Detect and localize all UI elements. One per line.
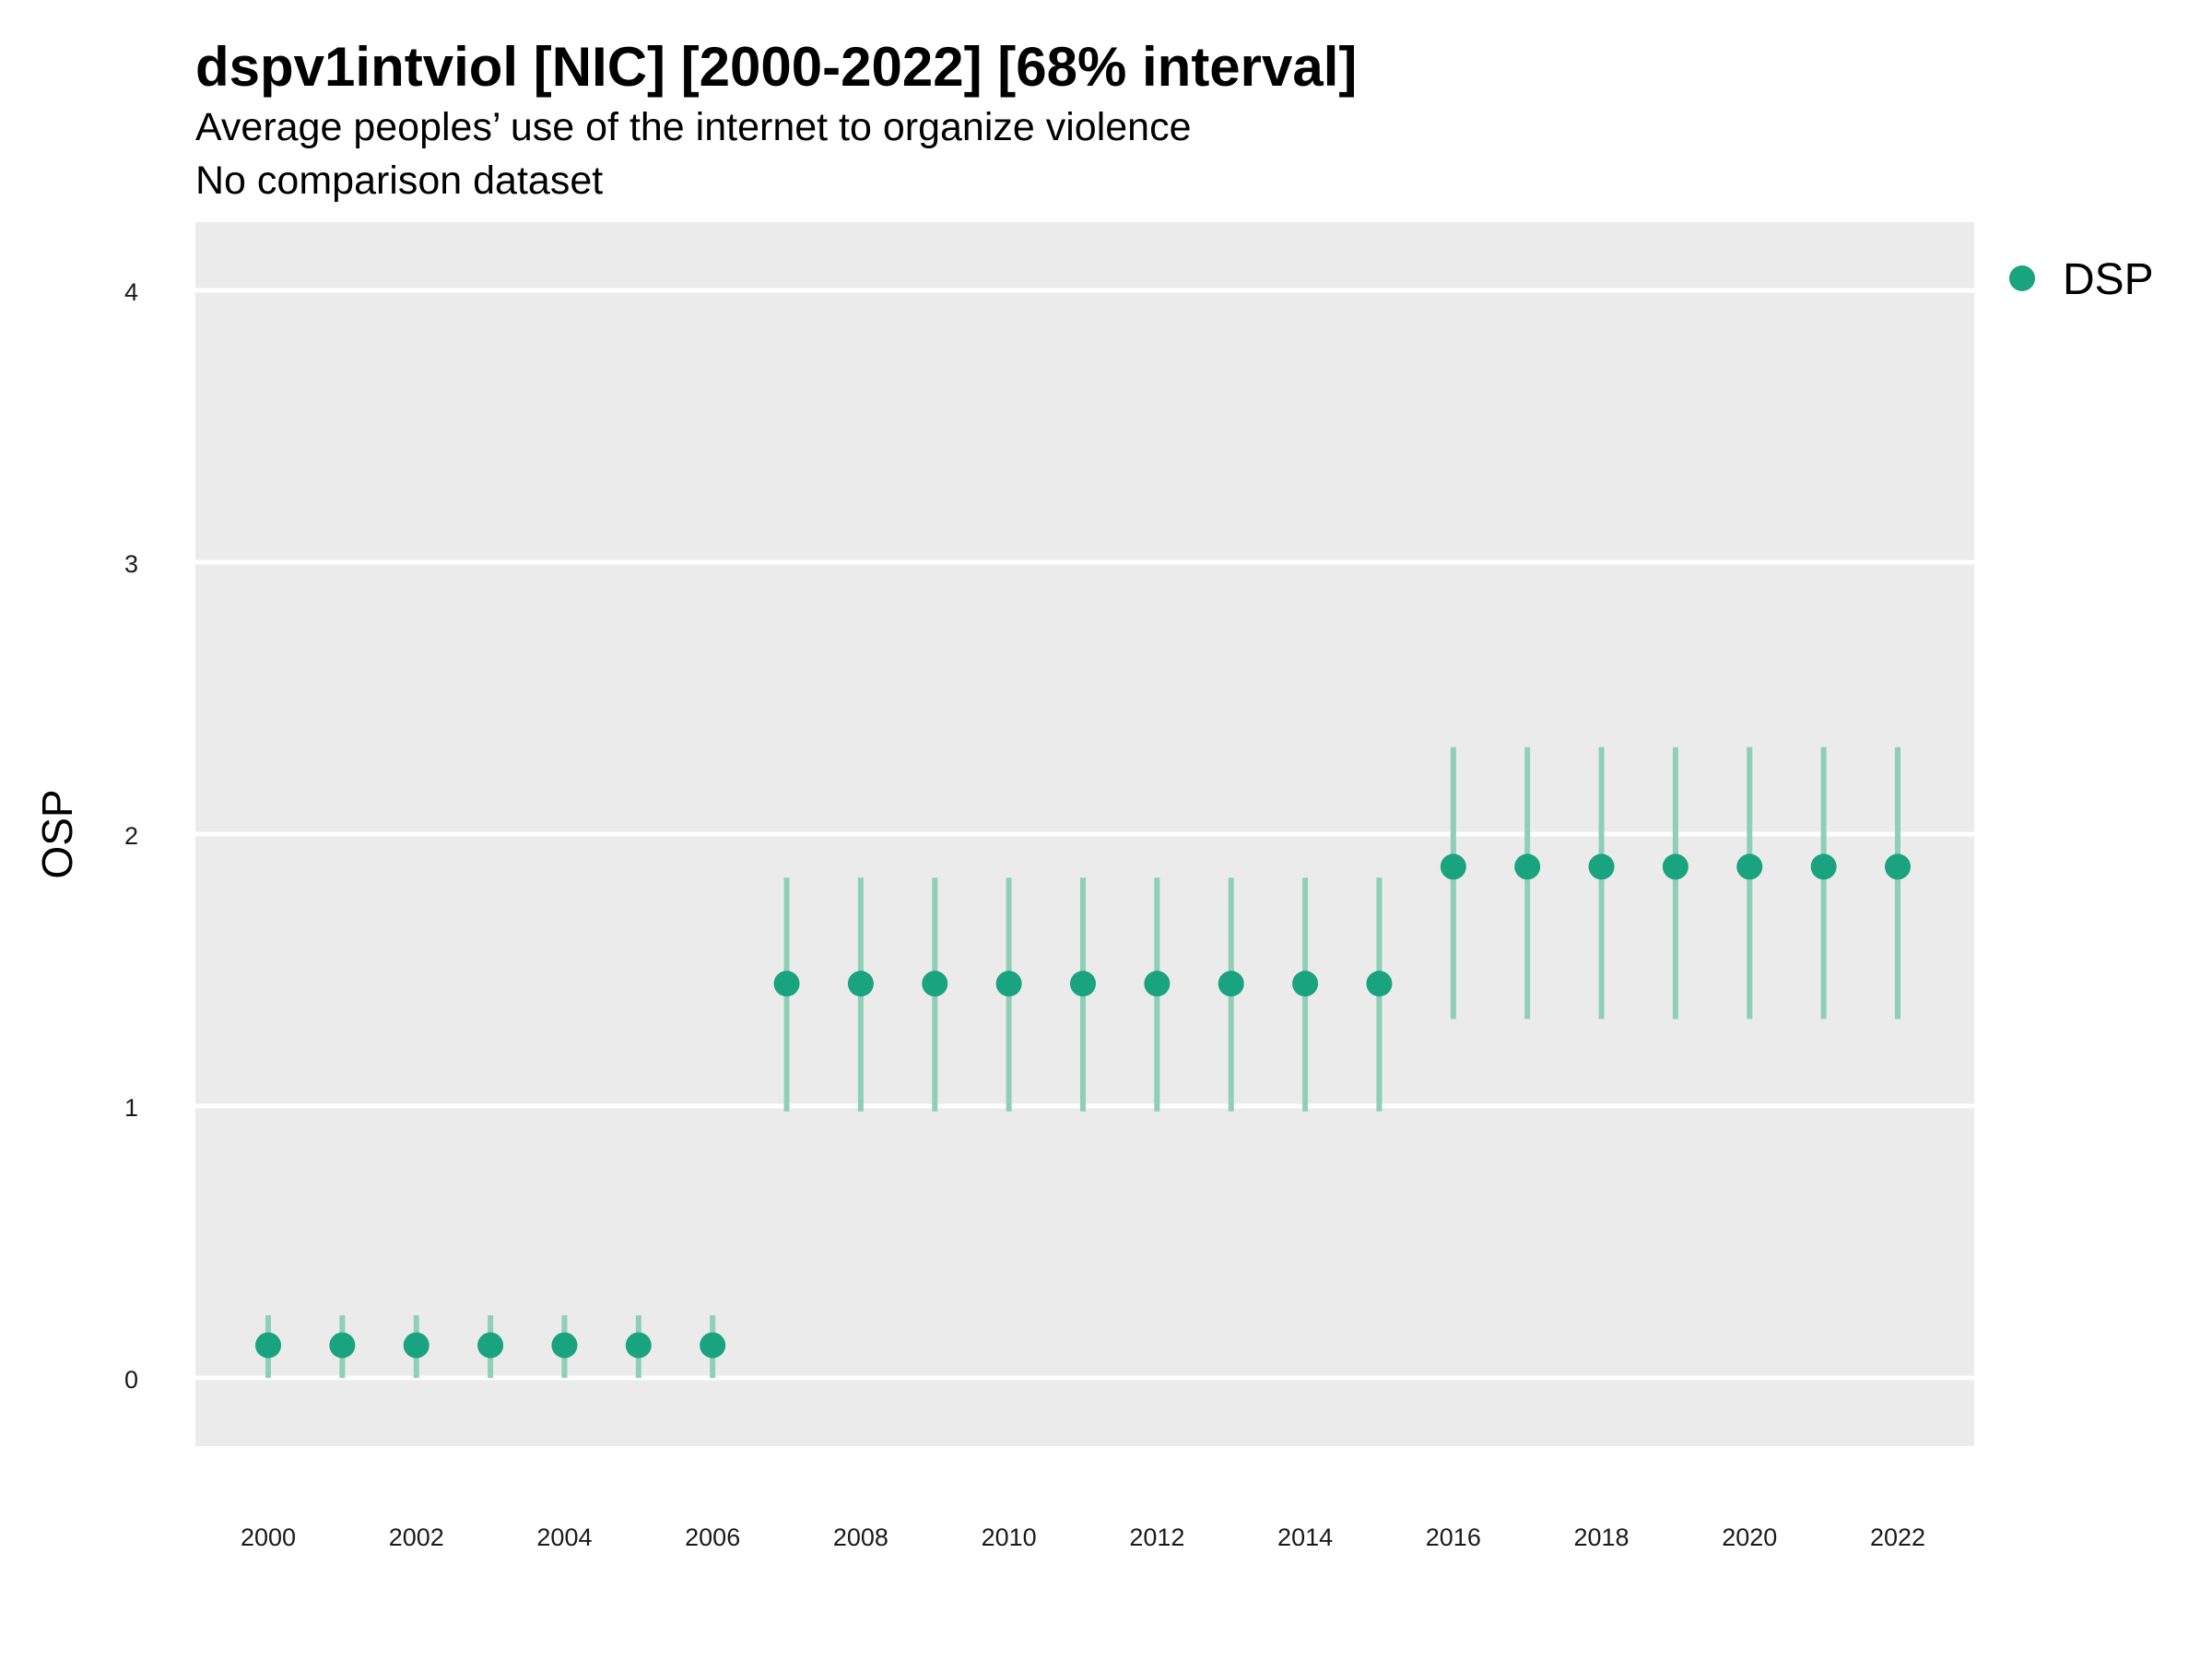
x-tick-label-2000: 2000 (241, 1524, 296, 1551)
data-point-2007 (773, 971, 800, 997)
legend-marker-dsp (2009, 265, 2035, 291)
x-tick-label-2010: 2010 (982, 1524, 1037, 1551)
data-point-2008 (847, 971, 874, 997)
x-tick-label-2020: 2020 (1722, 1524, 1777, 1551)
data-point-2000 (255, 1332, 281, 1359)
data-point-2001 (329, 1332, 356, 1359)
y-tick-label-1: 1 (124, 1094, 138, 1122)
data-point-2021 (1810, 853, 1837, 880)
data-point-2010 (995, 971, 1022, 997)
x-tick-label-2022: 2022 (1870, 1524, 1925, 1551)
data-point-2005 (625, 1332, 652, 1359)
x-tick-label-2012: 2012 (1129, 1524, 1184, 1551)
data-point-2014 (1292, 971, 1319, 997)
y-tick-label-3: 3 (124, 550, 138, 578)
y-tick-label-0: 0 (124, 1366, 138, 1394)
data-point-2020 (1736, 853, 1763, 880)
x-tick-label-2018: 2018 (1574, 1524, 1630, 1551)
data-point-2011 (1070, 971, 1096, 997)
legend: DSP (2009, 255, 2154, 304)
x-tick-label-2004: 2004 (536, 1524, 592, 1551)
data-point-2009 (922, 971, 948, 997)
x-tick-label-2002: 2002 (389, 1524, 444, 1551)
data-points (255, 853, 1911, 1359)
y-tick-label-4: 4 (124, 278, 138, 306)
data-point-2004 (551, 1332, 578, 1359)
y-axis-ticks: 0 1 2 3 4 (124, 278, 138, 1394)
y-tick-label-2: 2 (124, 822, 138, 850)
data-point-2017 (1514, 853, 1541, 880)
data-point-2022 (1885, 853, 1911, 880)
y-axis-label: OSP (33, 789, 81, 878)
x-tick-label-2014: 2014 (1277, 1524, 1333, 1551)
data-point-2019 (1662, 853, 1688, 880)
legend-label-dsp: DSP (2063, 255, 2154, 304)
chart-subtitle: Average peoples’ use of the internet to … (195, 105, 1192, 149)
x-tick-label-2006: 2006 (685, 1524, 740, 1551)
data-point-2015 (1366, 971, 1393, 997)
data-point-2013 (1218, 971, 1244, 997)
x-tick-label-2016: 2016 (1426, 1524, 1481, 1551)
data-point-2012 (1144, 971, 1171, 997)
data-point-2016 (1440, 853, 1466, 880)
x-axis-ticks: 2000 2002 2004 2006 2008 2010 2012 2014 2016 2018… (241, 1524, 1925, 1551)
x-tick-label-2008: 2008 (833, 1524, 888, 1551)
data-point-2006 (700, 1332, 726, 1359)
data-point-2018 (1588, 853, 1615, 880)
chart-caption: No comparison dataset (195, 159, 604, 203)
chart-title: dspv1intviol [NIC] [2000-2022] [68% inte… (195, 36, 1358, 98)
data-point-2003 (477, 1332, 504, 1359)
data-point-2002 (403, 1332, 429, 1359)
